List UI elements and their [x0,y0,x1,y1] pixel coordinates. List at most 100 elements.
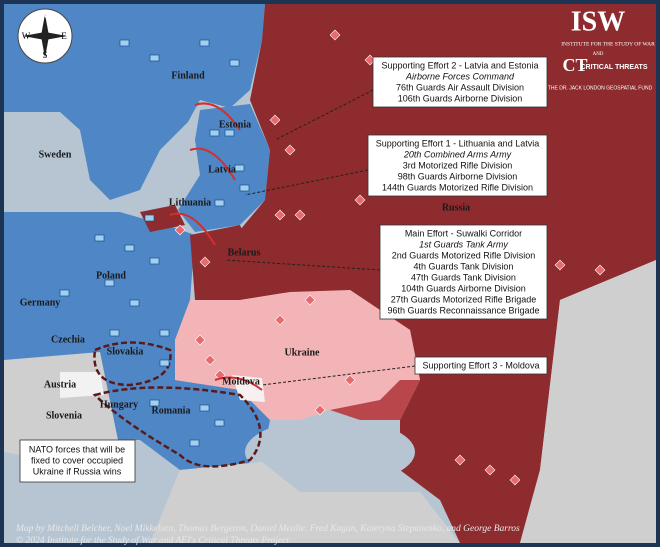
callout-line: 2nd Guards Motorized Rifle Division [392,250,536,260]
russian-unit [204,354,216,366]
attack-arrow [214,376,263,391]
callout-command: 20th Combined Arms Army [403,149,512,159]
nato-unit [149,257,160,265]
leader-line [244,169,369,196]
note-box [19,439,136,483]
nato-unit [109,329,120,337]
credit-line: © 2024 Institute for the Study of War an… [16,535,289,546]
callout-line: 3rd Motorized Rifle Division [403,160,513,170]
nato-unit [199,404,210,412]
nato-unit [199,39,210,47]
country-label: Hungary [100,399,138,410]
russian-unit [594,264,606,276]
russian-unit [294,209,306,221]
nato-unit [104,279,115,287]
neutral-east [520,260,656,543]
logo: ISW INSTITUTE FOR THE STUDY OF WAR AND C… [548,6,655,91]
leader-line [274,89,374,141]
isw-logo: ISW [571,6,625,37]
credit-line: Map by Mitchell Belcher, Noel Mikkelsen,… [15,524,520,534]
ct-name: CRITICAL THREATS [580,64,647,71]
country-label: Finland [171,70,205,81]
callout-line: 96th Guards Reconnaissance Brigade [387,305,539,315]
russian-unit [454,454,466,466]
country-label: Poland [96,270,126,281]
country-label: Germany [20,297,61,308]
russian-unit [194,334,206,346]
russian-unit [509,474,521,486]
callout-line: 98th Guards Airborne Division [398,171,518,181]
turkey [150,462,460,543]
callout-line: 47th Guards Tank Division [411,272,516,282]
logo-and: AND [593,52,604,57]
callout-line: 76th Guards Air Assault Division [396,82,524,92]
attack-arrow [194,102,241,131]
nato-unit [59,289,70,297]
note-line: fixed to cover occupied [31,455,123,465]
compass: N S E W [17,8,73,64]
callout-command: 1st Guards Tank Army [419,239,508,249]
compass-e: E [61,31,67,41]
leader-line [224,259,381,271]
nato-unit [149,399,160,407]
leader-line [261,365,416,386]
isw-name: INSTITUTE FOR THE STUDY OF WAR [561,41,655,47]
nato-unit [144,214,155,222]
country-label: Estonia [219,119,251,130]
nato-unit [124,244,135,252]
callout-line: 27th Guards Motorized Rifle Brigade [391,294,537,304]
slovakia-ring [93,341,172,387]
unit-icons [59,29,606,486]
country-label: Latvia [208,164,236,175]
nordic-nato [4,4,265,200]
russian-unit [269,114,281,126]
russian-unit [354,194,366,206]
callout-line: Supporting Effort 3 - Moldova [423,360,540,370]
russian-unit [554,259,566,271]
compass-w: W [22,31,31,41]
country-label: Moldova [222,376,260,387]
callout-box [379,224,548,320]
callout-line: Supporting Effort 1 - Lithuania and Latv… [376,138,539,148]
russian-unit [174,224,186,236]
compass-n: N [42,12,49,22]
russian-unit [304,294,316,306]
country-label: Lithuania [169,197,211,208]
nato-unit [239,184,250,192]
kaliningrad [140,205,185,232]
attack-arrow [169,212,216,246]
country-label: Czechia [51,334,85,345]
labels: Finland Estonia Sweden Latvia Lithuania Russi… [15,56,548,546]
country-label: Sweden [39,149,72,160]
country-label: Ukraine [285,347,321,358]
baltic-nato [178,104,270,232]
russian-unit [484,464,496,476]
country-label: Slovakia [107,346,144,357]
country-label: Slovenia [46,410,82,421]
nato-unit [224,129,235,137]
callout-line: Supporting Effort 2 - Latvia and Estonia [382,60,539,70]
nato-unit [214,419,225,427]
nato-unit [119,39,130,47]
nato-unit [234,164,245,172]
note-line: NATO forces that will be [29,444,125,454]
nato-unit [129,299,140,307]
fund-name: THE DR. JACK LONDON GEOSPATIAL FUND [548,85,653,91]
russian-unit [329,29,341,41]
russian-unit [274,314,286,326]
country-label: Romania [152,405,191,416]
callout-box [367,134,548,197]
nato-unit [209,129,220,137]
nato-unit [159,329,170,337]
country-label: Belarus [228,247,261,258]
russian-unit [314,404,326,416]
callout-line: 104th Guards Airborne Division [401,283,526,293]
austria [60,372,104,398]
callout-line: 106th Guards Airborne Division [398,93,523,103]
nato-unit [159,359,170,367]
nato-unit [229,59,240,67]
callout-command: Airborne Forces Command [405,71,515,81]
attack-arrow [189,147,236,181]
callout-line: 144th Guards Motorized Rifle Division [382,182,533,192]
